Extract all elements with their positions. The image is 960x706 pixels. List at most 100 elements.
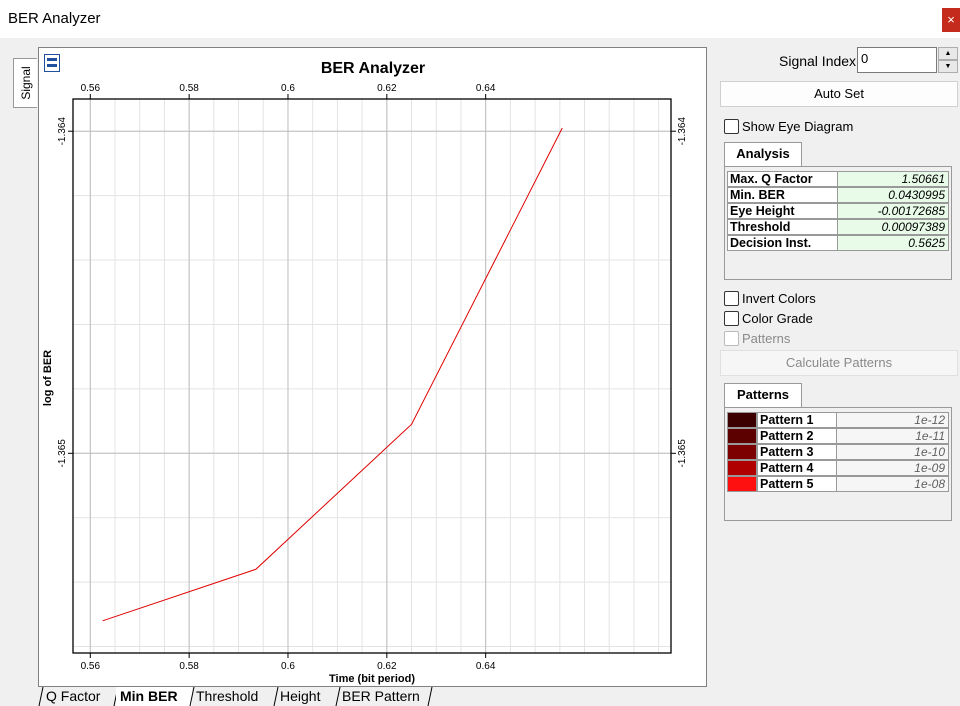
pattern-row-value: 1e-11 bbox=[837, 428, 949, 444]
y-tick-label-right: -1.365 bbox=[677, 439, 688, 468]
tab-analysis[interactable]: Analysis bbox=[724, 142, 802, 166]
pattern-row: Pattern 5 1e-08 bbox=[727, 476, 949, 492]
bottom-tab-label: Height bbox=[280, 688, 321, 704]
tab-threshold[interactable]: Threshold bbox=[192, 687, 279, 706]
y-tick-label-left: -1.365 bbox=[57, 439, 68, 468]
tab-height[interactable]: Height bbox=[276, 687, 341, 706]
chart-title: BER Analyzer bbox=[321, 60, 425, 77]
signal-index-label: Signal Index: bbox=[779, 53, 860, 69]
pattern-row-value: 1e-08 bbox=[837, 476, 949, 492]
color-grade-label: Color Grade bbox=[742, 311, 813, 326]
stepper-down-icon[interactable]: ▼ bbox=[938, 60, 958, 73]
bottom-tab-label: BER Pattern bbox=[342, 688, 420, 704]
analysis-row-label: Max. Q Factor bbox=[727, 171, 838, 187]
pattern-color-swatch[interactable] bbox=[727, 428, 757, 444]
title-bar: BER Analyzer × bbox=[0, 0, 960, 38]
x-tick-label-top: 0.62 bbox=[377, 83, 397, 94]
pattern-row-label: Pattern 5 bbox=[757, 476, 837, 492]
tab-separator bbox=[335, 687, 341, 706]
tab-signal[interactable]: Signal bbox=[13, 58, 37, 108]
pattern-row-value: 1e-10 bbox=[837, 444, 949, 460]
x-tick-label-top: 0.64 bbox=[476, 83, 496, 94]
analysis-row-label: Threshold bbox=[727, 219, 838, 235]
invert-colors-checkbox[interactable]: Invert Colors bbox=[724, 291, 816, 306]
plot-window: BER Analyzer 0.56 0.56 0.58 0.58 0.6 0.6 0.62 0.… bbox=[38, 47, 707, 687]
y-tick-label-left: -1.364 bbox=[57, 117, 68, 146]
plot-border bbox=[72, 98, 672, 654]
patterns-table: Pattern 1 1e-12 Pattern 2 1e-11 Pattern 3 1e-… bbox=[724, 407, 952, 521]
bottom-tab-label: Q Factor bbox=[46, 688, 101, 704]
analysis-row-value: 0.0430995 bbox=[838, 187, 949, 203]
calculate-patterns-button[interactable]: Calculate Patterns bbox=[720, 350, 958, 376]
x-axis-label: Time (bit period) bbox=[329, 673, 415, 685]
window-title: BER Analyzer bbox=[8, 10, 101, 27]
x-tick-label-bottom: 0.6 bbox=[281, 661, 295, 672]
analysis-row: Threshold 0.00097389 bbox=[727, 219, 949, 235]
analysis-row-label: Eye Height bbox=[727, 203, 838, 219]
analysis-row: Max. Q Factor 1.50661 bbox=[727, 171, 949, 187]
tab-ber-pattern[interactable]: BER Pattern bbox=[338, 687, 433, 706]
pattern-row: Pattern 1 1e-12 bbox=[727, 412, 949, 428]
x-tick-label-bottom: 0.64 bbox=[476, 661, 496, 672]
analysis-row: Decision Inst. 0.5625 bbox=[727, 235, 949, 251]
analysis-row-value: -0.00172685 bbox=[838, 203, 949, 219]
pattern-color-swatch[interactable] bbox=[727, 460, 757, 476]
x-tick-label-top: 0.6 bbox=[281, 83, 295, 94]
x-tick-label-top: 0.58 bbox=[179, 83, 199, 94]
tab-separator bbox=[273, 687, 279, 706]
analysis-row-value: 0.00097389 bbox=[838, 219, 949, 235]
plot-menu-icon[interactable] bbox=[44, 54, 60, 72]
x-tick-label-bottom: 0.58 bbox=[179, 661, 199, 672]
tab-q-factor[interactable]: Q Factor bbox=[42, 687, 119, 706]
pattern-row-value: 1e-12 bbox=[837, 412, 949, 428]
analysis-row-label: Decision Inst. bbox=[727, 235, 838, 251]
checkbox-box[interactable] bbox=[724, 311, 739, 326]
y-axis-label: log of BER bbox=[42, 350, 54, 406]
auto-set-button[interactable]: Auto Set bbox=[720, 81, 958, 107]
bottom-tab-bar: Q Factor Min BER Threshold Height BER Patter… bbox=[38, 687, 707, 706]
x-tick-label-top: 0.56 bbox=[81, 83, 101, 94]
pattern-row-value: 1e-09 bbox=[837, 460, 949, 476]
pattern-row-label: Pattern 3 bbox=[757, 444, 837, 460]
pattern-row-label: Pattern 2 bbox=[757, 428, 837, 444]
signal-index-input[interactable]: 0 bbox=[857, 47, 937, 73]
analysis-row: Min. BER 0.0430995 bbox=[727, 187, 949, 203]
bottom-tab-label: Min BER bbox=[120, 688, 178, 704]
show-eye-diagram-checkbox[interactable]: Show Eye Diagram bbox=[724, 119, 853, 134]
tab-separator bbox=[427, 687, 433, 706]
pattern-color-swatch[interactable] bbox=[727, 412, 757, 428]
tab-separator bbox=[189, 687, 195, 706]
show-eye-diagram-label: Show Eye Diagram bbox=[742, 119, 854, 134]
tab-patterns[interactable]: Patterns bbox=[724, 383, 802, 407]
checkbox-box[interactable] bbox=[724, 119, 739, 134]
pattern-row: Pattern 3 1e-10 bbox=[727, 444, 949, 460]
analysis-row-value: 1.50661 bbox=[838, 171, 949, 187]
tab-signal-label: Signal bbox=[18, 66, 33, 100]
analysis-row-label: Min. BER bbox=[727, 187, 838, 203]
ber-series-line bbox=[102, 127, 563, 622]
y-tick-label-right: -1.364 bbox=[677, 117, 688, 146]
analysis-row-value: 0.5625 bbox=[838, 235, 949, 251]
tab-min-ber[interactable]: Min BER bbox=[116, 687, 195, 706]
invert-colors-label: Invert Colors bbox=[742, 291, 816, 306]
ber-chart: BER Analyzer 0.56 0.56 0.58 0.58 0.6 0.6 0.62 0.… bbox=[42, 60, 688, 685]
pattern-color-swatch[interactable] bbox=[727, 476, 757, 492]
pattern-row-label: Pattern 4 bbox=[757, 460, 837, 476]
pattern-row: Pattern 4 1e-09 bbox=[727, 460, 949, 476]
pattern-row: Pattern 2 1e-11 bbox=[727, 428, 949, 444]
close-button[interactable]: × bbox=[942, 8, 960, 32]
analysis-table: Max. Q Factor 1.50661 Min. BER 0.0430995 Eye… bbox=[724, 166, 952, 280]
signal-index-stepper[interactable]: ▲ ▼ bbox=[938, 47, 958, 73]
tab-separator bbox=[38, 687, 44, 706]
bottom-tab-label: Threshold bbox=[196, 688, 259, 704]
checkbox-box[interactable] bbox=[724, 331, 739, 346]
analysis-row: Eye Height -0.00172685 bbox=[727, 203, 949, 219]
patterns-checkbox[interactable]: Patterns bbox=[724, 331, 790, 346]
pattern-color-swatch[interactable] bbox=[727, 444, 757, 460]
stepper-up-icon[interactable]: ▲ bbox=[938, 47, 958, 60]
checkbox-box[interactable] bbox=[724, 291, 739, 306]
pattern-row-label: Pattern 1 bbox=[757, 412, 837, 428]
color-grade-checkbox[interactable]: Color Grade bbox=[724, 311, 813, 326]
x-tick-label-bottom: 0.56 bbox=[81, 661, 101, 672]
